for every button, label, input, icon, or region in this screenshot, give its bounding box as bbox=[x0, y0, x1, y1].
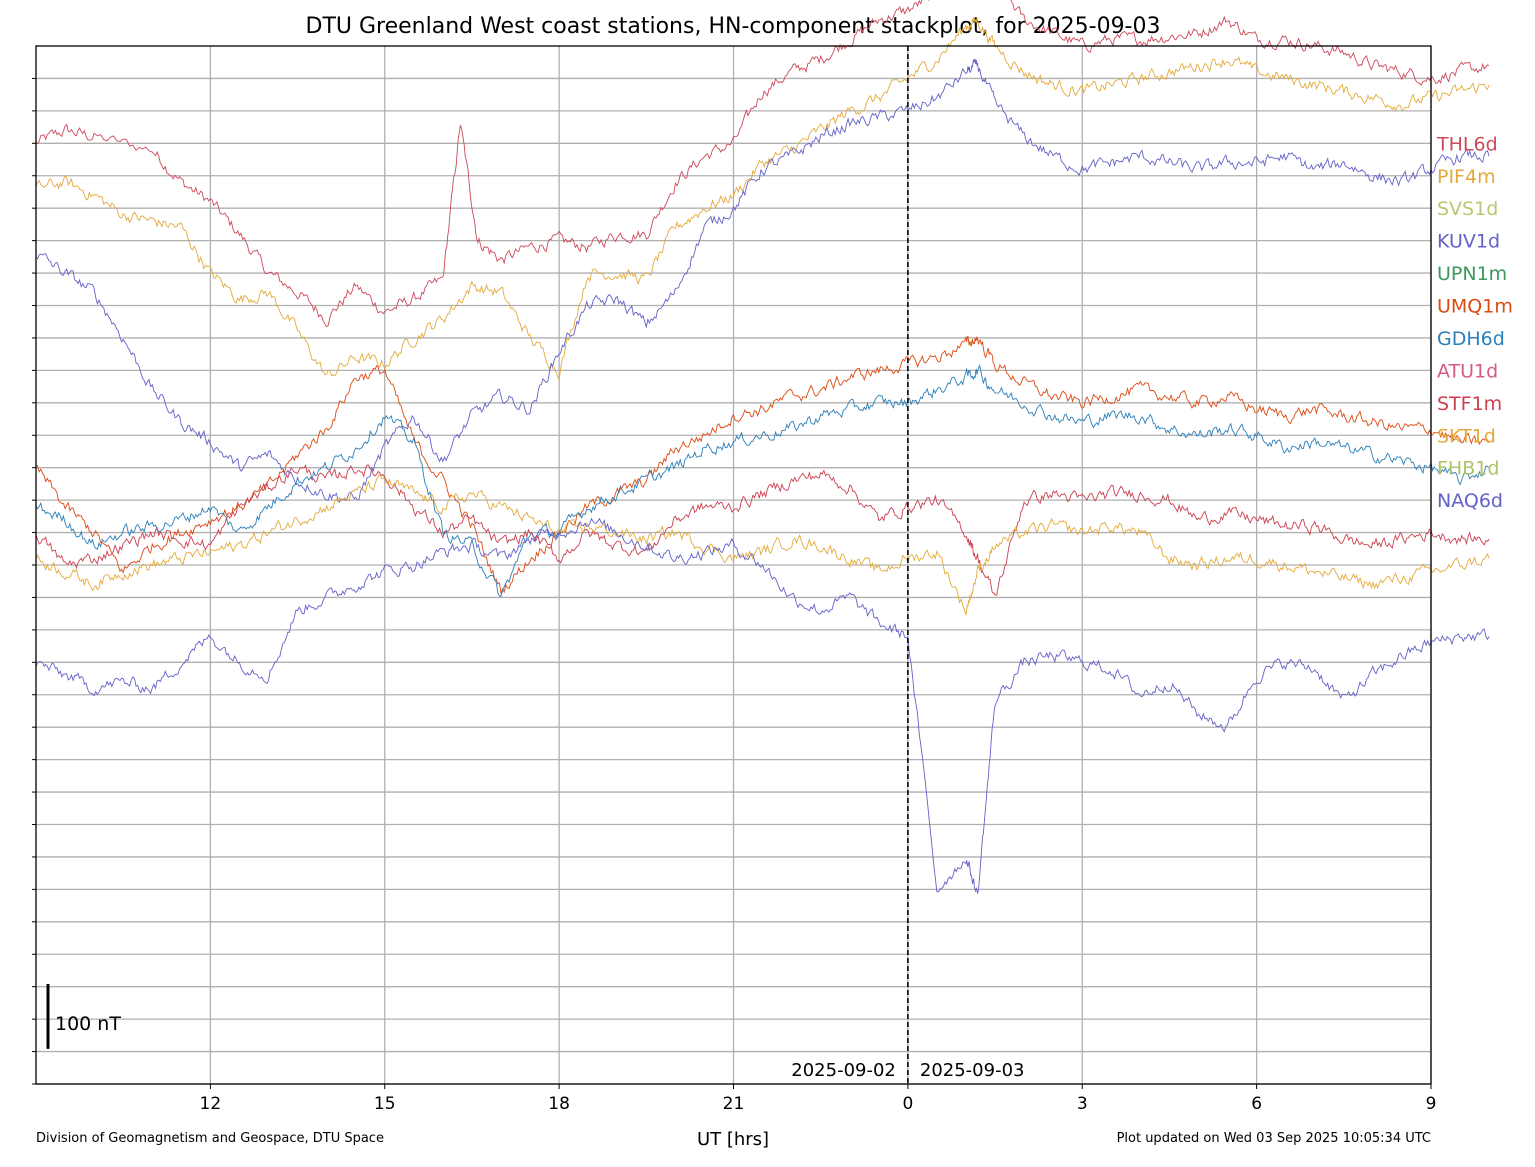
grid-layer bbox=[36, 46, 1432, 1085]
plot-frame bbox=[35, 45, 1432, 1085]
legend-entry-thl6d: THL6d bbox=[1436, 133, 1498, 155]
series-line-stf1m bbox=[35, 464, 1490, 596]
legend-entry-svs1d: SVS1d bbox=[1437, 198, 1498, 220]
legend-entry-fhb1d: FHB1d bbox=[1437, 458, 1499, 480]
series-line-naq6d bbox=[35, 517, 1490, 894]
x-tick-label: 12 bbox=[200, 1094, 222, 1114]
day-label-left: 2025-09-02 bbox=[791, 1060, 896, 1081]
day-label-right: 2025-09-03 bbox=[920, 1060, 1025, 1081]
legend: THL6d PIF4m SVS1d KUV1d UPN1m UMQ1m GDH6d ATU1d… bbox=[1436, 133, 1513, 512]
legend-entry-gdh6d: GDH6d bbox=[1437, 328, 1505, 350]
series-layer bbox=[35, 0, 1490, 894]
footer-credit: Division of Geomagnetism and Geospace, D… bbox=[36, 1131, 384, 1146]
scale-bar-label: 100 nT bbox=[55, 1013, 121, 1035]
x-axis-label: UT [hrs] bbox=[697, 1129, 769, 1150]
x-tick-label: 18 bbox=[548, 1094, 570, 1114]
series-stf1m bbox=[35, 464, 1490, 596]
series-thl6d bbox=[35, 0, 1490, 328]
legend-entry-umq1m: UMQ1m bbox=[1437, 296, 1513, 318]
x-tick-label: 0 bbox=[902, 1094, 913, 1114]
series-line-pif4m bbox=[35, 16, 1490, 382]
series-line-umq1m bbox=[35, 335, 1490, 594]
legend-entry-naq6d: NAQ6d bbox=[1437, 490, 1503, 512]
series-gdh6d bbox=[35, 363, 1490, 597]
legend-entry-atu1d: ATU1d bbox=[1437, 360, 1498, 382]
series-kuv1d bbox=[35, 58, 1490, 503]
axis-layer: 12 15 18 21 0 3 6 9 2025-09-02 2025-09-03 100 nT bbox=[32, 45, 1437, 1114]
series-line-kuv1d bbox=[35, 58, 1490, 503]
legend-entry-stf1m: STF1m bbox=[1437, 393, 1502, 415]
legend-entry-pif4m: PIF4m bbox=[1437, 166, 1496, 188]
series-umq1m bbox=[35, 335, 1490, 594]
series-naq6d bbox=[35, 517, 1490, 894]
series-line-skt1d bbox=[35, 473, 1490, 616]
x-tick-label: 6 bbox=[1251, 1094, 1262, 1114]
footer-update-time: Plot updated on Wed 03 Sep 2025 10:05:34… bbox=[1116, 1131, 1431, 1146]
x-tick-label: 21 bbox=[723, 1094, 745, 1114]
x-tick-label: 15 bbox=[374, 1094, 396, 1114]
chart-title: DTU Greenland West coast stations, HN-co… bbox=[306, 14, 1161, 39]
series-line-gdh6d bbox=[35, 363, 1490, 597]
series-pif4m bbox=[35, 16, 1490, 382]
series-skt1d bbox=[35, 473, 1490, 616]
series-line-thl6d bbox=[35, 0, 1490, 328]
x-tick-label: 9 bbox=[1426, 1094, 1437, 1114]
x-tick-label: 3 bbox=[1077, 1094, 1088, 1114]
legend-entry-upn1m: UPN1m bbox=[1437, 263, 1507, 285]
legend-entry-kuv1d: KUV1d bbox=[1437, 231, 1500, 253]
legend-entry-skt1d: SKT1d bbox=[1437, 425, 1496, 447]
